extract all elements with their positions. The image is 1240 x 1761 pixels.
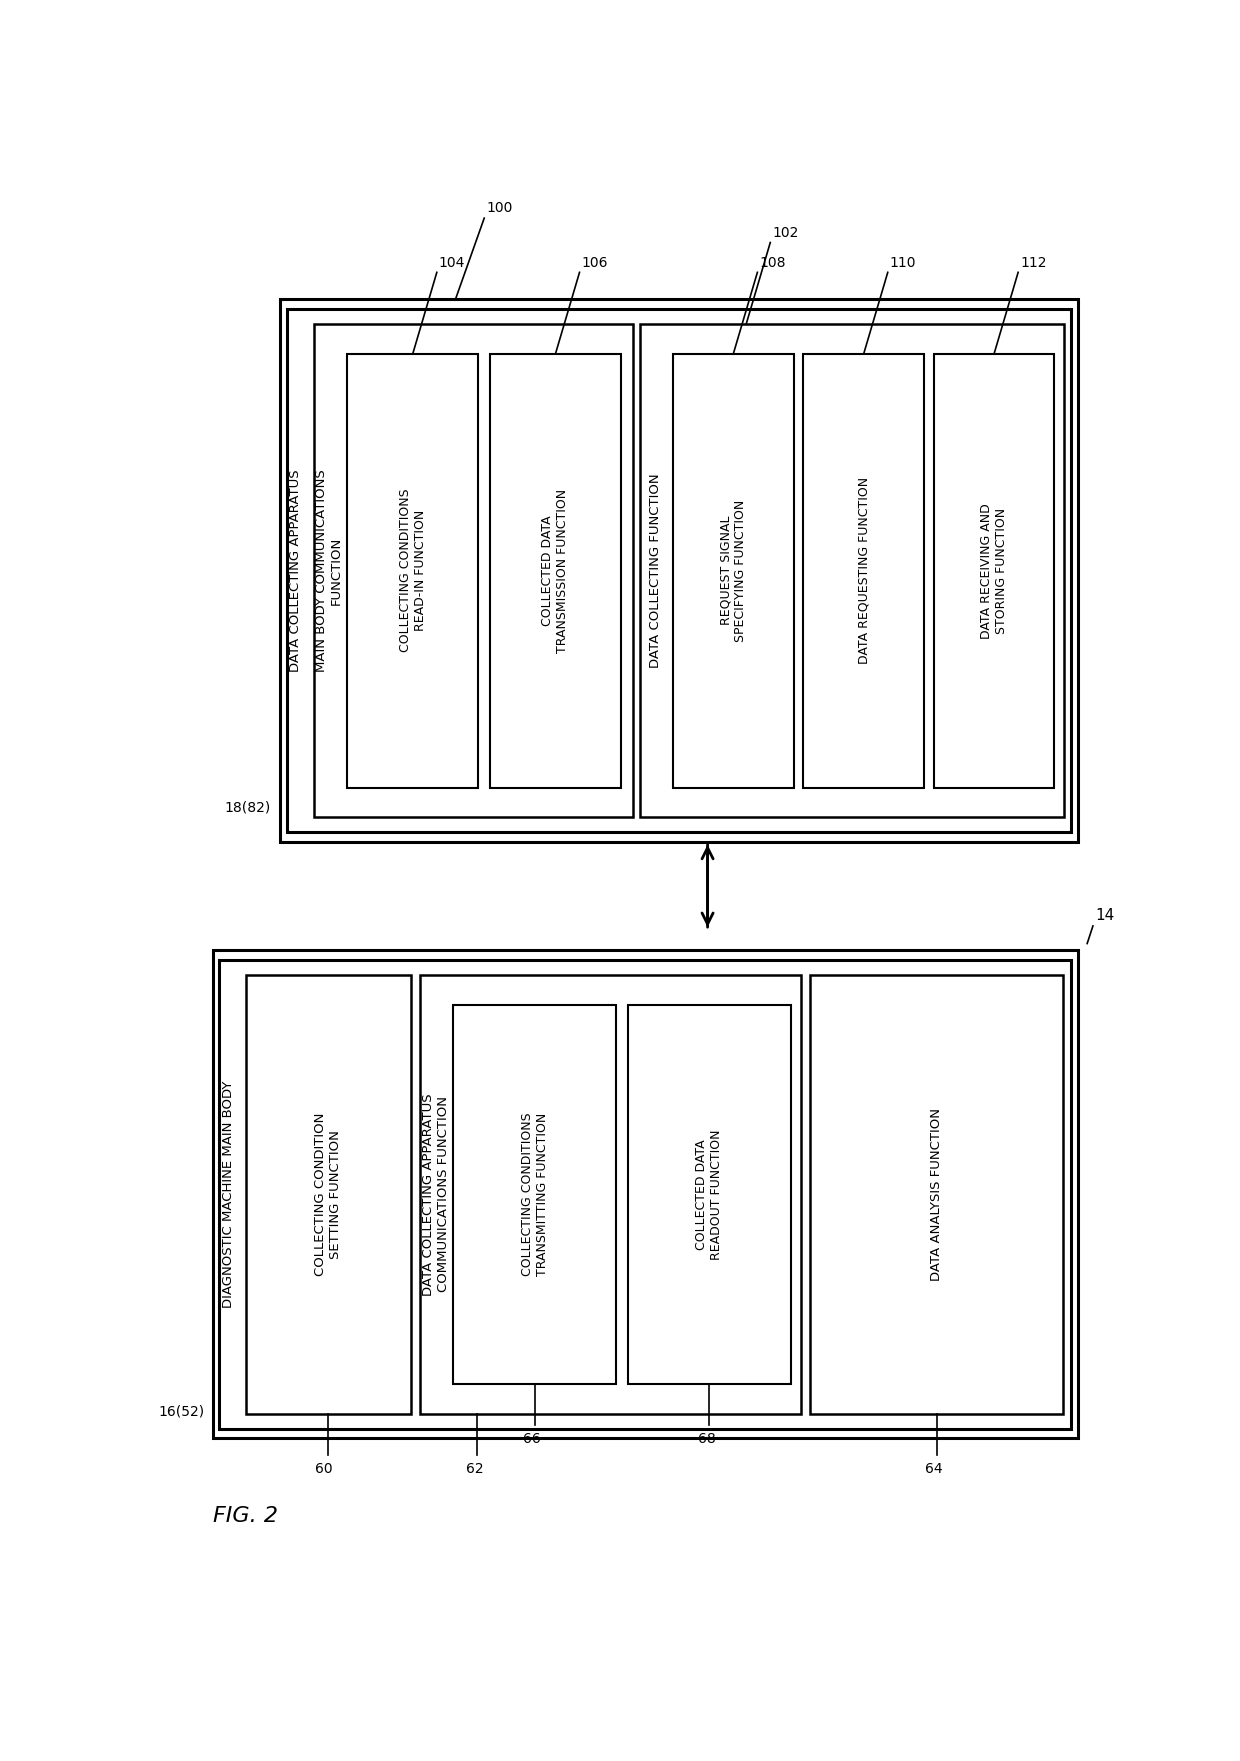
Text: DATA COLLECTING FUNCTION: DATA COLLECTING FUNCTION (650, 474, 662, 667)
Text: DATA COLLECTING APPARATUS: DATA COLLECTING APPARATUS (289, 470, 301, 673)
Bar (347, 354, 479, 787)
Text: COLLECTING CONDITIONS
TRANSMITTING FUNCTION: COLLECTING CONDITIONS TRANSMITTING FUNCT… (521, 1113, 548, 1277)
Text: 16(52): 16(52) (159, 1404, 205, 1418)
Text: 14: 14 (1095, 909, 1114, 923)
Text: COLLECTED DATA
READOUT FUNCTION: COLLECTED DATA READOUT FUNCTION (696, 1129, 723, 1259)
Text: 64: 64 (925, 1462, 942, 1476)
Bar (640, 324, 1064, 817)
Text: 102: 102 (773, 225, 799, 239)
Text: DATA COLLECTING APPARATUS
COMMUNICATIONS FUNCTION: DATA COLLECTING APPARATUS COMMUNICATIONS… (422, 1094, 450, 1296)
Bar (280, 299, 1078, 842)
Bar (420, 976, 801, 1414)
Text: COLLECTED DATA
TRANSMISSION FUNCTION: COLLECTED DATA TRANSMISSION FUNCTION (542, 488, 569, 653)
Bar (247, 976, 410, 1414)
Text: COLLECTING CONDITIONS
READ-IN FUNCTION: COLLECTING CONDITIONS READ-IN FUNCTION (399, 490, 427, 653)
Text: MAIN BODY COMMUNICATIONS
FUNCTION: MAIN BODY COMMUNICATIONS FUNCTION (315, 468, 343, 673)
Text: 66: 66 (523, 1432, 541, 1446)
Text: 108: 108 (759, 255, 786, 269)
Bar (490, 354, 621, 787)
Text: 100: 100 (486, 201, 512, 215)
Text: DATA ANALYSIS FUNCTION: DATA ANALYSIS FUNCTION (930, 1108, 944, 1280)
Text: 60: 60 (315, 1462, 332, 1476)
Bar (314, 324, 632, 817)
Text: FIG. 2: FIG. 2 (213, 1506, 278, 1525)
Bar (453, 1004, 616, 1384)
Text: 18(82): 18(82) (224, 801, 270, 815)
Bar (286, 308, 1071, 833)
Text: 104: 104 (439, 255, 465, 269)
Text: 62: 62 (466, 1462, 484, 1476)
Text: 112: 112 (1021, 255, 1047, 269)
Text: 68: 68 (698, 1432, 715, 1446)
Bar (213, 951, 1078, 1439)
Text: REQUEST SIGNAL
SPECIFYING FUNCTION: REQUEST SIGNAL SPECIFYING FUNCTION (719, 500, 748, 641)
Bar (219, 960, 1071, 1428)
Text: DATA RECEIVING AND
STORING FUNCTION: DATA RECEIVING AND STORING FUNCTION (980, 504, 1008, 639)
Bar (627, 1004, 791, 1384)
Text: 110: 110 (889, 255, 916, 269)
Bar (811, 976, 1063, 1414)
Text: 106: 106 (582, 255, 608, 269)
Text: DIAGNOSTIC MACHINE MAIN BODY: DIAGNOSTIC MACHINE MAIN BODY (222, 1081, 234, 1308)
Text: DATA REQUESTING FUNCTION: DATA REQUESTING FUNCTION (857, 477, 870, 664)
Text: COLLECTING CONDITION
SETTING FUNCTION: COLLECTING CONDITION SETTING FUNCTION (315, 1113, 342, 1277)
Bar (934, 354, 1054, 787)
Bar (673, 354, 794, 787)
Bar (804, 354, 924, 787)
